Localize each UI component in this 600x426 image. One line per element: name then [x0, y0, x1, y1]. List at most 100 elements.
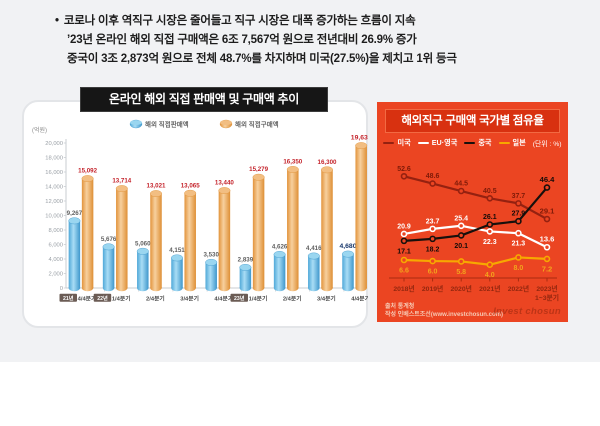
- svg-text:22.3: 22.3: [483, 239, 497, 246]
- content-background: • 코로나 이후 역직구 시장은 줄어들고 직구 시장은 대폭 증가하는 흐름이 …: [0, 0, 600, 362]
- svg-text:44.5: 44.5: [454, 181, 468, 188]
- svg-text:4,151: 4,151: [169, 247, 185, 254]
- svg-text:4/4분기: 4/4분기: [351, 295, 368, 303]
- summary-line-1: • 코로나 이후 역직구 시장은 줄어들고 직구 시장은 대폭 증가하는 흐름이 …: [55, 12, 575, 31]
- svg-text:13,440: 13,440: [215, 180, 234, 187]
- svg-text:8.0: 8.0: [514, 265, 524, 272]
- summary-line-3: 중국이 3조 2,873억 원으로 전체 48.7%를 차지하며 미국(27.5…: [67, 53, 457, 65]
- svg-text:1/4분기: 1/4분기: [249, 295, 268, 303]
- svg-text:해외 직접구매액: 해외 직접구매액: [235, 120, 279, 129]
- legend-dash-icon: [383, 141, 395, 145]
- legend-item-1: EU·영국: [417, 138, 457, 148]
- svg-text:4,416: 4,416: [306, 245, 322, 252]
- svg-text:2022년: 2022년: [508, 284, 529, 293]
- legend-item-3: 일본: [498, 138, 526, 148]
- svg-text:13,714: 13,714: [112, 178, 131, 185]
- svg-text:17.1: 17.1: [397, 248, 411, 255]
- svg-text:2023년: 2023년: [536, 284, 557, 293]
- svg-text:2018년: 2018년: [393, 284, 414, 293]
- svg-text:18.2: 18.2: [426, 246, 440, 253]
- svg-text:2/4분기: 2/4분기: [146, 295, 165, 303]
- svg-text:5,676: 5,676: [101, 236, 117, 243]
- svg-text:1/4분기: 1/4분기: [112, 295, 131, 303]
- svg-text:4/4분기: 4/4분기: [214, 295, 233, 303]
- summary-line-2: ’23년 온라인 해외 직접 구매액은 6조 7,567억 원으로 전년대비 2…: [67, 34, 417, 46]
- svg-text:37.7: 37.7: [512, 193, 526, 200]
- svg-text:27.9: 27.9: [512, 211, 526, 218]
- svg-text:13,021: 13,021: [147, 183, 166, 190]
- source-credit-block: 출처 통계청 작성 인베스트조선(www.investchosun.com): [385, 303, 503, 319]
- svg-text:8,000: 8,000: [48, 228, 63, 234]
- svg-text:7.2: 7.2: [542, 264, 553, 273]
- legend-dash-icon: [417, 141, 429, 145]
- svg-text:2021년: 2021년: [479, 284, 500, 293]
- legend-dash-icon: [498, 141, 510, 145]
- svg-text:23년: 23년: [234, 294, 245, 302]
- svg-text:21.3: 21.3: [512, 241, 526, 248]
- watermark-text: Invest chosun: [493, 306, 561, 317]
- summary-line-1-text: 코로나 이후 역직구 시장은 줄어들고 직구 시장은 대폭 증가하는 흐름이 지…: [63, 15, 416, 27]
- svg-text:4,680: 4,680: [339, 243, 356, 250]
- svg-text:5,060: 5,060: [135, 240, 151, 247]
- left-chart-plot: (억원) 해외 직접판매액 해외 직접구매액 0 2,000 4,000 6,000 8,00…: [24, 110, 379, 316]
- svg-text:3,530: 3,530: [203, 251, 219, 258]
- source-line: 출처 통계청: [385, 304, 415, 310]
- svg-text:40.5: 40.5: [483, 188, 497, 195]
- svg-text:12,000: 12,000: [45, 199, 63, 205]
- svg-text:2,000: 2,000: [48, 272, 63, 278]
- svg-text:26.1: 26.1: [483, 214, 497, 221]
- svg-text:25.4: 25.4: [454, 215, 468, 222]
- svg-text:6,000: 6,000: [48, 243, 63, 249]
- svg-text:5.8: 5.8: [456, 269, 466, 276]
- svg-text:4,000: 4,000: [48, 257, 63, 263]
- svg-text:3/4분기: 3/4분기: [180, 295, 199, 303]
- svg-text:9,267: 9,267: [67, 210, 83, 217]
- svg-text:13.6: 13.6: [540, 235, 555, 244]
- svg-text:0: 0: [60, 286, 63, 292]
- left-chart-title: 온라인 해외 직접 판매액 및 구매액 추이: [80, 87, 328, 112]
- svg-text:4.0: 4.0: [485, 272, 495, 279]
- svg-text:21년: 21년: [63, 294, 74, 302]
- credit-line: 작성 인베스트조선(www.investchosun.com): [385, 312, 503, 318]
- svg-text:2,839: 2,839: [238, 256, 254, 263]
- svg-text:29.1: 29.1: [540, 207, 556, 216]
- svg-text:48.6: 48.6: [426, 173, 440, 180]
- svg-text:22년: 22년: [97, 294, 108, 302]
- svg-text:16,300: 16,300: [318, 159, 337, 166]
- svg-text:20.1: 20.1: [454, 243, 468, 250]
- svg-text:4,626: 4,626: [272, 243, 288, 250]
- right-chart-title: 해외직구 구매액 국가별 점유율: [385, 109, 560, 133]
- legend-item-2: 중국: [464, 138, 492, 148]
- summary-text-block: • 코로나 이후 역직구 시장은 줄어들고 직구 시장은 대폭 증가하는 흐름이 …: [55, 12, 575, 69]
- legend-dash-icon: [464, 141, 476, 145]
- right-chart-panel: 해외직구 구매액 국가별 점유율 미국 EU·영국 중국 일본 (단위 : %) 52.…: [377, 102, 568, 322]
- svg-text:23.7: 23.7: [426, 218, 440, 225]
- svg-text:6.0: 6.0: [428, 269, 438, 276]
- svg-text:2019년: 2019년: [422, 284, 443, 293]
- bullet-icon: •: [55, 15, 59, 27]
- svg-text:4/4분기: 4/4분기: [78, 295, 97, 303]
- svg-text:2/4분기: 2/4분기: [283, 295, 302, 303]
- svg-text:2020년: 2020년: [451, 284, 472, 293]
- svg-text:18,000: 18,000: [45, 156, 63, 162]
- svg-text:3/4분기: 3/4분기: [317, 295, 336, 303]
- svg-text:20,000: 20,000: [45, 141, 63, 147]
- svg-text:19,639: 19,639: [351, 135, 368, 142]
- svg-text:52.6: 52.6: [397, 166, 411, 173]
- legend-unit-label: (단위 : %): [532, 141, 562, 148]
- svg-text:16,350: 16,350: [283, 158, 302, 165]
- legend-item-0: 미국: [383, 138, 411, 148]
- right-chart-legend: 미국 EU·영국 중국 일본 (단위 : %): [377, 137, 568, 149]
- svg-text:20.9: 20.9: [397, 223, 411, 230]
- svg-text:46.4: 46.4: [540, 175, 556, 184]
- svg-text:16,000: 16,000: [45, 170, 63, 176]
- right-chart-plot: 52.6 48.6 44.5 40.5 37.7 29.1 20.9 23.7 25.4 22.3…: [381, 150, 564, 306]
- svg-text:해외 직접판매액: 해외 직접판매액: [145, 120, 189, 129]
- svg-text:15,279: 15,279: [249, 166, 268, 173]
- svg-text:13,065: 13,065: [181, 182, 200, 189]
- svg-text:10,000: 10,000: [45, 214, 63, 220]
- svg-text:1~3분기: 1~3분기: [535, 293, 559, 302]
- svg-text:(억원): (억원): [32, 126, 47, 134]
- svg-text:15,092: 15,092: [78, 168, 97, 175]
